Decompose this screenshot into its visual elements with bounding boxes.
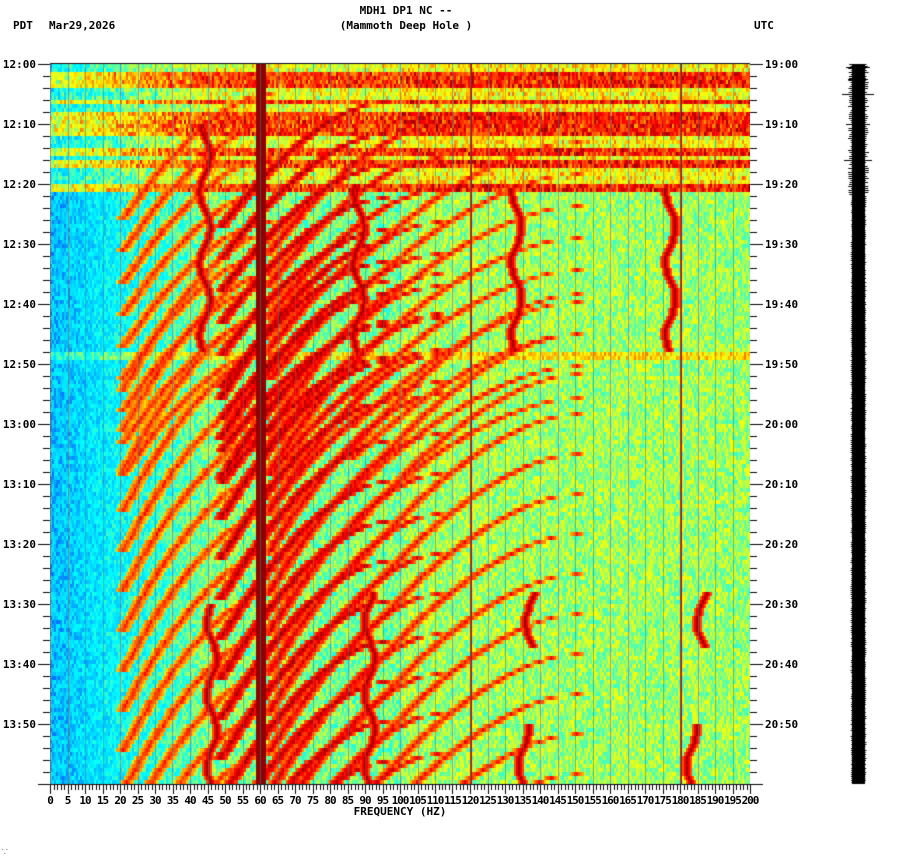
x-tick-label: 20 xyxy=(114,794,126,807)
x-tick-label: 95 xyxy=(376,794,389,807)
x-tick-label: 45 xyxy=(201,794,214,807)
y-tick-label-left: 12:50 xyxy=(2,358,36,371)
x-tick-label: 120 xyxy=(461,794,480,807)
y-tick-label-right: 20:20 xyxy=(765,538,799,551)
x-tick-label: 135 xyxy=(514,794,532,807)
y-tick-label-left: 12:30 xyxy=(2,238,36,251)
x-tick-label: 10 xyxy=(79,794,91,807)
y-tick-label-left: 13:00 xyxy=(2,418,36,431)
x-tick-label: 155 xyxy=(584,794,602,807)
x-tick-label: 80 xyxy=(324,794,336,807)
y-tick-label-left: 13:10 xyxy=(2,478,36,491)
x-tick-label: 185 xyxy=(689,794,707,807)
x-tick-label: 125 xyxy=(479,794,497,807)
y-tick-label-left: 12:00 xyxy=(2,58,36,71)
x-tick-label: 0 xyxy=(47,794,54,807)
y-tick-label-right: 19:00 xyxy=(765,58,799,71)
y-tick-label-left: 12:20 xyxy=(2,178,36,191)
x-tick-label: 30 xyxy=(149,794,161,807)
x-tick-label: 180 xyxy=(671,794,690,807)
y-tick-label-right: 20:30 xyxy=(765,598,799,611)
x-tick-label: 90 xyxy=(359,794,371,807)
x-tick-label: 110 xyxy=(426,794,445,807)
x-tick-label: 85 xyxy=(341,794,354,807)
y-tick-label-left: 13:20 xyxy=(2,538,36,551)
y-tick-label-right: 19:40 xyxy=(765,298,799,311)
x-tick-label: 195 xyxy=(724,794,742,807)
x-tick-label: 70 xyxy=(289,794,301,807)
x-tick-label: 130 xyxy=(496,794,515,807)
x-tick-label: 50 xyxy=(219,794,231,807)
y-tick-label-right: 19:50 xyxy=(765,358,799,371)
y-tick-label-left: 12:40 xyxy=(2,298,36,311)
x-tick-label: 165 xyxy=(619,794,637,807)
y-tick-label-right: 20:40 xyxy=(765,658,799,671)
y-tick-label-right: 19:30 xyxy=(765,238,799,251)
y-tick-label-left: 12:10 xyxy=(2,118,36,131)
x-tick-label: 115 xyxy=(444,794,462,807)
x-tick-label: 60 xyxy=(254,794,266,807)
y-tick-label-left: 13:40 xyxy=(2,658,36,671)
x-tick-label: 105 xyxy=(409,794,427,807)
x-tick-label: 140 xyxy=(531,794,550,807)
x-tick-label: 145 xyxy=(549,794,567,807)
y-tick-label-right: 19:20 xyxy=(765,178,799,191)
x-tick-label: 65 xyxy=(271,794,284,807)
x-tick-label: 170 xyxy=(636,794,655,807)
y-tick-label-right: 20:10 xyxy=(765,478,799,491)
y-tick-label-right: 19:10 xyxy=(765,118,799,131)
x-tick-label: 35 xyxy=(166,794,179,807)
y-tick-label-left: 13:50 xyxy=(2,718,36,731)
x-tick-label: 190 xyxy=(706,794,725,807)
y-tick-label-left: 13:30 xyxy=(2,598,36,611)
seismogram-trace xyxy=(820,60,902,790)
corner-mark: ⸪ xyxy=(2,848,8,856)
x-tick-label: 40 xyxy=(184,794,196,807)
x-tick-label: 150 xyxy=(566,794,585,807)
y-tick-label-right: 20:00 xyxy=(765,418,799,431)
x-tick-label: 175 xyxy=(654,794,672,807)
x-axis-title: FREQUENCY (HZ) xyxy=(353,805,447,818)
x-tick-label: 100 xyxy=(391,794,410,807)
x-tick-label: 15 xyxy=(96,794,109,807)
x-tick-label: 200 xyxy=(741,794,760,807)
y-tick-label-right: 20:50 xyxy=(765,718,799,731)
x-tick-label: 25 xyxy=(131,794,144,807)
x-tick-label: 75 xyxy=(306,794,319,807)
x-tick-label: 160 xyxy=(601,794,620,807)
x-tick-label: 5 xyxy=(64,794,72,807)
x-tick-label: 55 xyxy=(236,794,249,807)
